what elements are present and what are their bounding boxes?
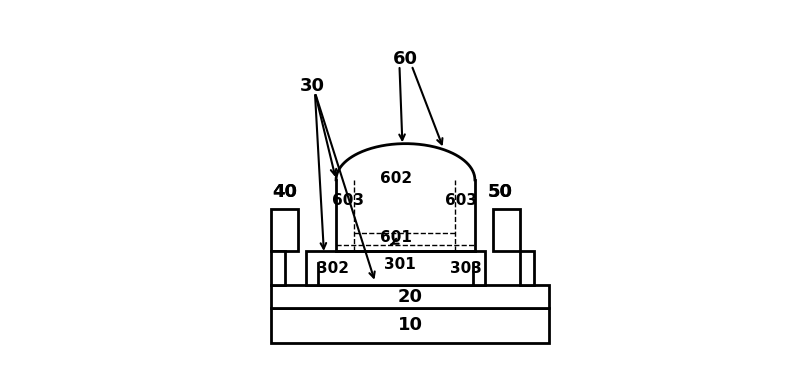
Text: 20: 20	[398, 288, 422, 306]
Text: 30: 30	[299, 77, 325, 95]
Text: 602: 602	[380, 171, 413, 186]
Text: 302: 302	[317, 261, 349, 276]
Text: 40: 40	[272, 183, 298, 201]
Bar	[493, 209, 520, 251]
Text: 50: 50	[488, 183, 513, 201]
Text: 301: 301	[383, 257, 415, 272]
Text: 40: 40	[272, 183, 298, 201]
Text: 603: 603	[332, 194, 364, 209]
Text: 60: 60	[393, 50, 418, 68]
Bar	[271, 308, 549, 343]
Text: 303: 303	[450, 261, 482, 276]
Text: 603: 603	[446, 194, 478, 209]
Text: 601: 601	[381, 230, 412, 245]
Bar	[520, 251, 534, 285]
Bar	[271, 209, 298, 251]
Bar	[271, 285, 549, 308]
Text: 50: 50	[488, 183, 513, 201]
Text: 10: 10	[398, 316, 422, 334]
Bar	[318, 263, 474, 285]
Bar	[306, 251, 486, 285]
Bar	[271, 251, 285, 285]
